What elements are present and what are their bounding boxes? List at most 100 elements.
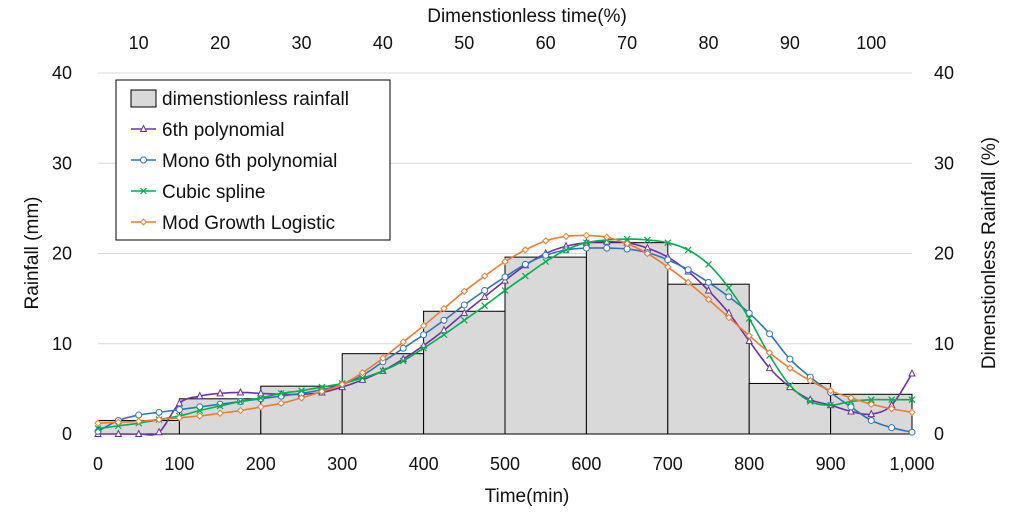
line-series-layer — [94, 231, 916, 437]
data-point — [684, 246, 692, 254]
data-point — [542, 251, 550, 259]
x2-tick-label: 60 — [536, 33, 556, 53]
data-point — [338, 380, 346, 389]
data-point — [196, 407, 204, 414]
data-point — [195, 391, 204, 400]
data-point — [521, 260, 529, 268]
x2-axis-title: Dimenstionless time(%) — [427, 6, 627, 27]
data-point — [175, 398, 184, 407]
data-point — [705, 260, 712, 268]
legend-item-mod-growth-logistic: Mod Growth Logistic — [131, 213, 335, 234]
data-point — [277, 389, 285, 397]
data-point — [379, 354, 387, 362]
data-point — [379, 367, 387, 375]
x2-tick-label: 30 — [291, 33, 311, 53]
x-tick-label: 700 — [653, 454, 683, 474]
data-point — [175, 406, 183, 414]
data-point — [867, 400, 876, 408]
data-point — [582, 244, 590, 252]
data-point — [359, 374, 366, 382]
data-point — [704, 285, 713, 294]
bar — [341, 353, 425, 435]
data-point — [562, 246, 570, 254]
data-point — [603, 233, 611, 241]
data-point — [318, 387, 326, 396]
series-mod-growth-logistic — [94, 231, 916, 427]
x2-tick-label: 50 — [454, 33, 474, 53]
y2-tick-label: 10 — [934, 334, 954, 354]
data-point — [765, 363, 774, 372]
x-tick-label: 400 — [409, 454, 439, 474]
data-point — [542, 258, 550, 266]
data-point — [155, 408, 163, 416]
x2-tick-label: 40 — [373, 33, 393, 53]
data-point — [908, 428, 916, 436]
data-point — [562, 232, 570, 241]
data-point — [765, 349, 774, 357]
y2-tick-label: 40 — [934, 63, 954, 83]
data-point — [847, 394, 855, 402]
data-point — [298, 387, 305, 395]
data-point — [521, 272, 529, 280]
data-point — [745, 336, 754, 345]
data-point — [236, 406, 245, 415]
x2-tick-label: 10 — [129, 33, 149, 53]
legend-swatch-bars — [130, 89, 157, 108]
data-point — [725, 313, 733, 322]
x2-tick-label: 80 — [698, 33, 718, 53]
data-point — [480, 292, 489, 300]
y-tick-label: 40 — [52, 63, 72, 83]
data-point — [257, 403, 265, 411]
data-point — [847, 403, 855, 411]
data-point — [623, 239, 631, 248]
data-point — [440, 331, 448, 339]
y-tick-label: 20 — [52, 244, 72, 264]
data-point — [623, 235, 631, 243]
data-point — [135, 411, 143, 419]
data-point — [745, 331, 753, 340]
legend-swatch-marker — [140, 156, 147, 164]
data-point — [867, 396, 875, 404]
data-point — [664, 263, 672, 271]
data-point — [114, 429, 123, 437]
data-point — [501, 257, 509, 266]
data-point — [806, 377, 814, 385]
data-point — [419, 321, 428, 330]
data-point — [236, 387, 245, 396]
x-tick-label: 200 — [246, 454, 276, 474]
x-tick-label: 500 — [490, 454, 520, 474]
data-point — [888, 424, 896, 432]
data-point — [460, 308, 469, 317]
legend-label: Mono 6th polynomial — [162, 151, 337, 172]
data-point — [745, 315, 753, 322]
y-tick-label: 0 — [62, 424, 72, 444]
data-point — [440, 316, 448, 324]
data-point — [684, 278, 692, 287]
data-point — [664, 256, 672, 264]
data-point — [704, 295, 713, 304]
x-tick-label: 300 — [327, 454, 357, 474]
legend-label: Mod Growth Logistic — [162, 213, 335, 234]
y2-tick-label: 20 — [934, 244, 954, 264]
data-point — [582, 239, 590, 247]
data-point — [827, 401, 835, 409]
x-tick-label: 0 — [93, 454, 103, 474]
data-point — [908, 396, 916, 404]
data-point — [643, 249, 652, 258]
y-tick-label: 30 — [52, 153, 72, 173]
data-point — [440, 304, 448, 313]
data-point — [196, 412, 204, 420]
data-point — [257, 394, 265, 402]
series-mono-6th-polynomial — [94, 244, 916, 436]
legend-box — [115, 79, 391, 241]
y-axis-title: Rainfall (mm) — [22, 197, 43, 310]
data-point — [766, 330, 774, 338]
data-point — [399, 344, 407, 352]
legend-item-mono-6th-polynomial: Mono 6th polynomial — [131, 151, 337, 172]
x-tick-label: 900 — [816, 454, 846, 474]
data-point — [582, 231, 591, 240]
y-tick-label: 10 — [52, 334, 72, 354]
data-point — [786, 364, 794, 372]
data-point — [705, 278, 712, 286]
y2-tick-label: 0 — [934, 424, 944, 444]
